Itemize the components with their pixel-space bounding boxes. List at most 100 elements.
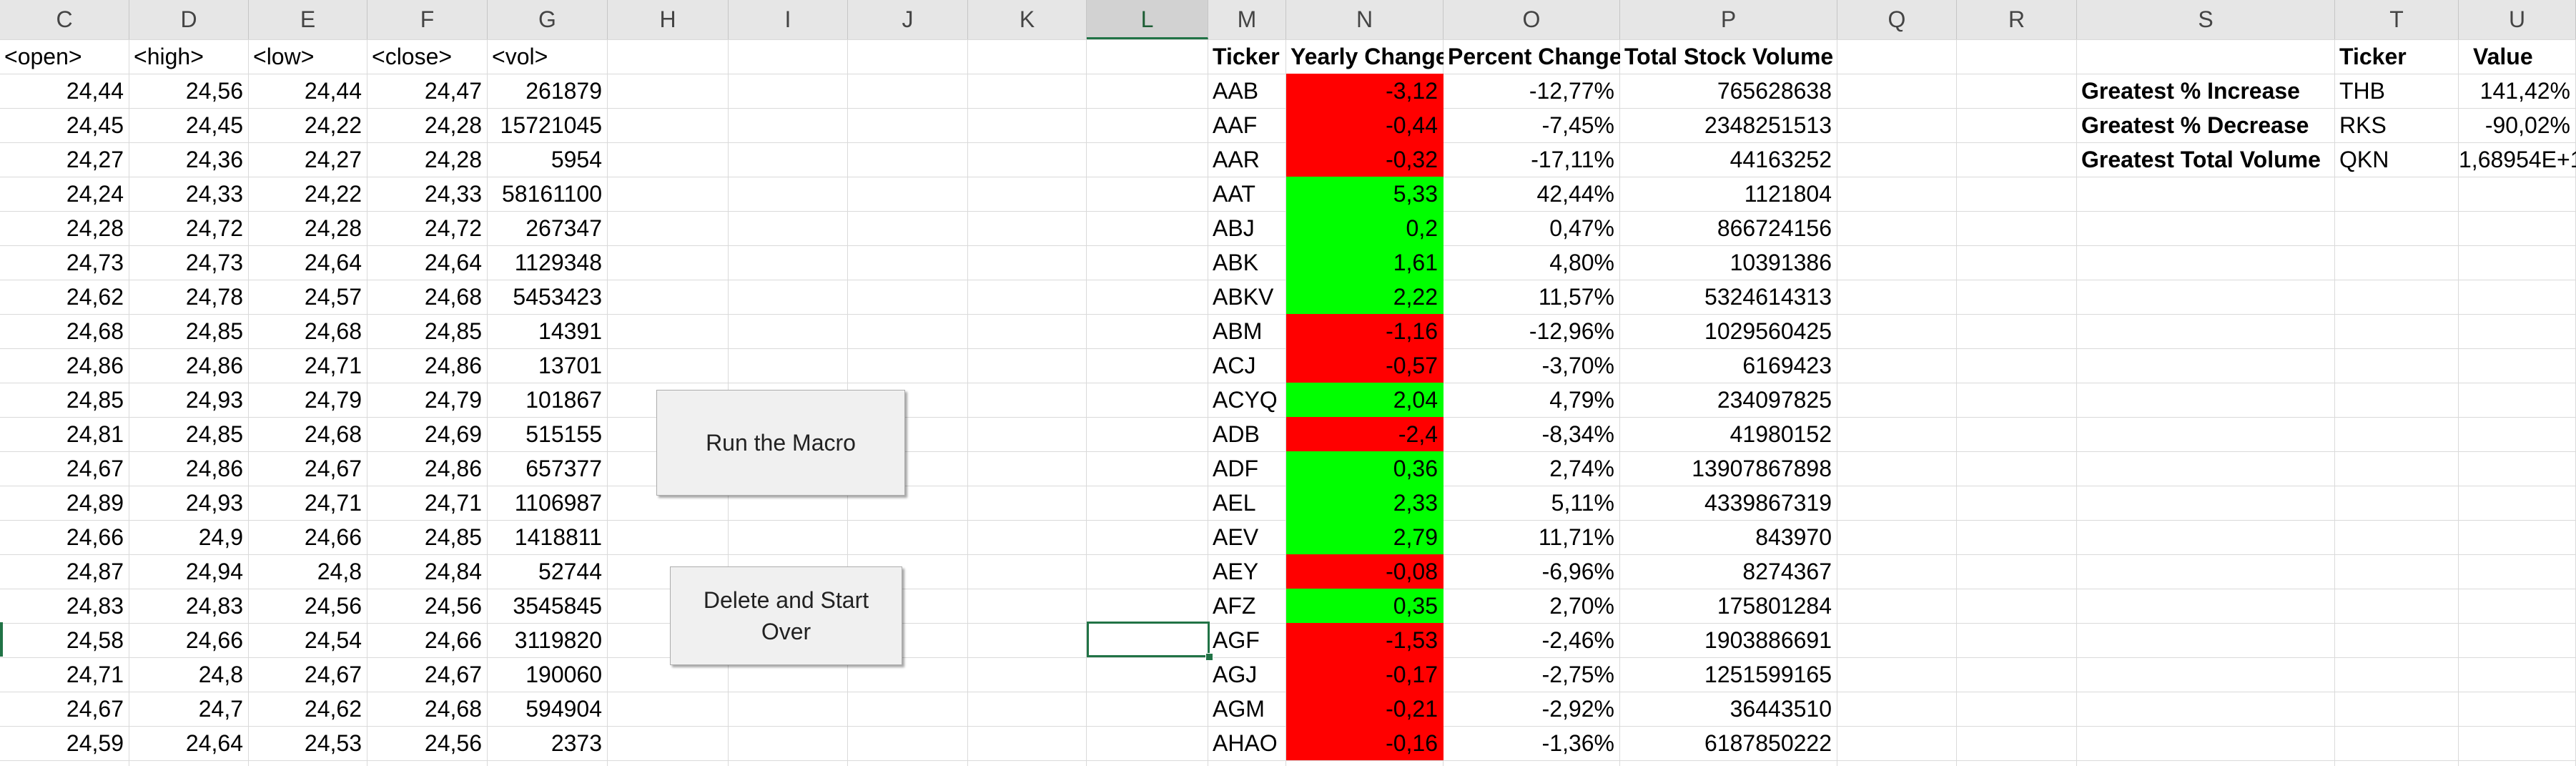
ticker-cell: AEY: [1213, 559, 1259, 584]
greatest-label: Greatest Total Volume: [2081, 147, 2321, 172]
greatest-header-ticker: Ticker: [2339, 44, 2407, 69]
raw-cell: 3545845: [513, 593, 602, 619]
raw-header: <vol>: [492, 44, 548, 69]
ticker-cell: AHAO: [1213, 730, 1278, 756]
raw-cell: 24,64: [424, 250, 482, 275]
yearly-change-cell: 5,33: [1393, 181, 1438, 207]
raw-cell: 24,86: [424, 353, 482, 378]
yearly-change-fill: [1286, 211, 1444, 245]
raw-cell: 24,68: [424, 696, 482, 722]
yearly-change-cell: -0,08: [1386, 559, 1438, 584]
yearly-change-cell: 2,04: [1393, 387, 1438, 413]
yearly-change-fill: [1286, 554, 1444, 589]
ticker-cell: ADB: [1213, 421, 1260, 447]
yearly-change-cell: -1,53: [1386, 627, 1438, 653]
percent-change-cell: -12,96%: [1529, 318, 1614, 344]
percent-change-cell: 2,74%: [1549, 456, 1614, 481]
column-header-r[interactable]: R: [1957, 0, 2077, 39]
column-header-i[interactable]: I: [729, 0, 848, 39]
column-header-s[interactable]: S: [2077, 0, 2335, 39]
selected-cell[interactable]: [1087, 622, 1210, 657]
raw-cell: 24,44: [304, 78, 362, 104]
ticker-cell: ACYQ: [1213, 387, 1278, 413]
percent-change-cell: 0,47%: [1549, 215, 1614, 241]
column-header-k[interactable]: K: [968, 0, 1087, 39]
total-volume-cell: 44163252: [1729, 147, 1832, 172]
delete-start-over-button[interactable]: Delete and Start Over: [670, 566, 902, 665]
yearly-change-cell: -0,57: [1386, 353, 1438, 378]
column-header-l[interactable]: L: [1087, 0, 1208, 39]
raw-cell: 101867: [525, 387, 602, 413]
yearly-change-fill: [1286, 657, 1444, 692]
raw-cell: 657377: [525, 456, 602, 481]
column-header-u[interactable]: U: [2459, 0, 2576, 39]
raw-cell: 24,64: [185, 730, 243, 756]
yearly-change-fill: [1286, 348, 1444, 383]
column-header-o[interactable]: O: [1444, 0, 1620, 39]
column-header-j[interactable]: J: [848, 0, 968, 39]
total-volume-cell: 41980152: [1729, 421, 1832, 447]
total-volume-cell: 843970: [1755, 524, 1832, 550]
fill-handle[interactable]: [1205, 653, 1213, 661]
column-header-p[interactable]: P: [1620, 0, 1837, 39]
raw-cell: 24,69: [424, 421, 482, 447]
grid-vline: [2076, 39, 2077, 766]
total-volume-cell: 1251599165: [1704, 662, 1832, 687]
raw-cell: 24,47: [424, 78, 482, 104]
raw-cell: 24,83: [185, 593, 243, 619]
yearly-change-fill: [1286, 383, 1444, 417]
column-header-t[interactable]: T: [2335, 0, 2459, 39]
raw-cell: 24,67: [304, 456, 362, 481]
raw-header: <close>: [372, 44, 453, 69]
raw-cell: 24,22: [304, 181, 362, 207]
grid-vline: [2334, 39, 2335, 766]
raw-cell: 1106987: [514, 490, 602, 516]
total-volume-cell: 234097825: [1717, 387, 1832, 413]
percent-change-cell: -2,75%: [1541, 662, 1614, 687]
greatest-label: Greatest % Increase: [2081, 78, 2300, 104]
percent-change-cell: 4,79%: [1549, 387, 1614, 413]
yearly-change-fill: [1286, 74, 1444, 108]
raw-cell: 24,83: [66, 593, 124, 619]
greatest-value: 141,42%: [2479, 78, 2570, 104]
raw-cell: 58161100: [502, 181, 602, 207]
column-header-q[interactable]: Q: [1837, 0, 1957, 39]
ticker-cell: AAB: [1213, 78, 1259, 104]
percent-change-cell: -3,70%: [1541, 353, 1614, 378]
column-header-n[interactable]: N: [1286, 0, 1444, 39]
raw-cell: 24,28: [424, 147, 482, 172]
yearly-change-fill: [1286, 177, 1444, 211]
column-header-m[interactable]: M: [1208, 0, 1286, 39]
run-macro-button[interactable]: Run the Macro: [656, 390, 905, 496]
raw-cell: 24,68: [424, 284, 482, 310]
yearly-change-cell: -0,16: [1386, 730, 1438, 756]
percent-change-cell: -1,36%: [1541, 730, 1614, 756]
yearly-change-fill: [1286, 692, 1444, 726]
percent-change-cell: 2,70%: [1549, 593, 1614, 619]
raw-cell: 1418811: [514, 524, 602, 550]
column-header-g[interactable]: G: [488, 0, 608, 39]
raw-cell: 24,56: [424, 730, 482, 756]
raw-cell: 24,56: [424, 593, 482, 619]
column-header-c[interactable]: C: [0, 0, 129, 39]
column-header-h[interactable]: H: [608, 0, 729, 39]
total-volume-cell: 1903886691: [1704, 627, 1832, 653]
raw-cell: 24,78: [185, 284, 243, 310]
column-header-f[interactable]: F: [367, 0, 488, 39]
ticker-cell: AAR: [1213, 147, 1260, 172]
percent-change-cell: -17,11%: [1531, 147, 1614, 172]
raw-cell: 15721045: [500, 112, 602, 138]
raw-cell: 52744: [538, 559, 602, 584]
raw-cell: 13701: [538, 353, 602, 378]
column-header-d[interactable]: D: [129, 0, 249, 39]
column-header-e[interactable]: E: [249, 0, 367, 39]
raw-cell: 24,85: [424, 524, 482, 550]
raw-cell: 24,79: [304, 387, 362, 413]
raw-cell: 24,86: [185, 456, 243, 481]
raw-cell: 24,56: [304, 593, 362, 619]
raw-cell: 24,28: [304, 215, 362, 241]
percent-change-cell: -2,92%: [1541, 696, 1614, 722]
greatest-ticker: QKN: [2339, 147, 2389, 172]
raw-cell: 24,72: [185, 215, 243, 241]
yearly-change-fill: [1286, 417, 1444, 451]
